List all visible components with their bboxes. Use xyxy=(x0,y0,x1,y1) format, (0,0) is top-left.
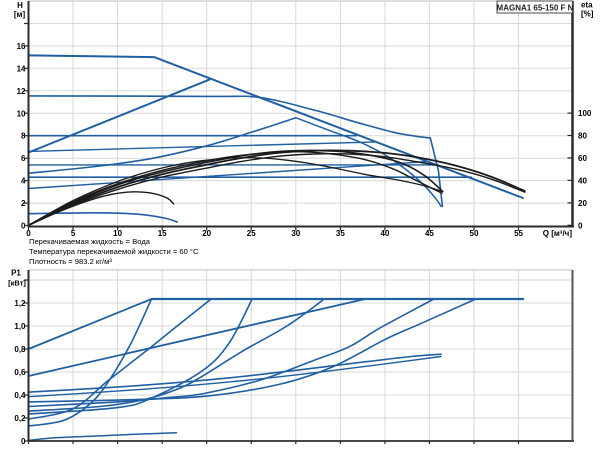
svg-text:55: 55 xyxy=(514,229,523,238)
svg-text:10: 10 xyxy=(113,229,122,238)
svg-text:16: 16 xyxy=(17,42,26,51)
svg-text:H: H xyxy=(17,1,23,10)
svg-text:14: 14 xyxy=(17,64,26,73)
svg-text:1,0: 1,0 xyxy=(14,322,26,331)
svg-text:0,6: 0,6 xyxy=(14,368,26,377)
svg-text:15: 15 xyxy=(158,229,167,238)
svg-text:20: 20 xyxy=(202,229,211,238)
svg-text:0: 0 xyxy=(26,229,31,238)
svg-text:[м]: [м] xyxy=(14,10,26,19)
svg-text:45: 45 xyxy=(425,229,434,238)
svg-text:10: 10 xyxy=(17,109,26,118)
svg-text:35: 35 xyxy=(336,229,345,238)
svg-text:Температура перекачиваемой жид: Температура перекачиваемой жидкости = 60… xyxy=(29,247,199,256)
svg-text:60: 60 xyxy=(578,154,587,163)
svg-text:Q [м³/ч]: Q [м³/ч] xyxy=(543,229,573,238)
svg-text:80: 80 xyxy=(578,132,587,141)
svg-text:0,4: 0,4 xyxy=(14,391,26,400)
svg-text:100: 100 xyxy=(578,109,592,118)
svg-text:[%]: [%] xyxy=(581,10,594,19)
svg-text:40: 40 xyxy=(578,176,587,185)
svg-text:0: 0 xyxy=(578,221,583,230)
svg-text:2: 2 xyxy=(21,199,26,208)
svg-text:4: 4 xyxy=(21,177,26,186)
svg-text:1,2: 1,2 xyxy=(14,299,26,308)
svg-text:0,8: 0,8 xyxy=(14,345,26,354)
svg-text:40: 40 xyxy=(380,229,389,238)
svg-text:12: 12 xyxy=(17,87,26,96)
svg-text:0: 0 xyxy=(21,437,26,446)
svg-text:6: 6 xyxy=(21,154,26,163)
svg-text:5: 5 xyxy=(71,229,76,238)
svg-text:MAGNA1 65-150 F N: MAGNA1 65-150 F N xyxy=(497,4,574,13)
svg-text:Плотность = 983.2 кг/м³: Плотность = 983.2 кг/м³ xyxy=(29,257,112,266)
svg-text:0,2: 0,2 xyxy=(14,414,26,423)
svg-text:50: 50 xyxy=(470,229,479,238)
svg-text:eta: eta xyxy=(581,1,593,10)
svg-text:0: 0 xyxy=(21,222,26,231)
svg-text:25: 25 xyxy=(247,229,256,238)
svg-text:[кВт]: [кВт] xyxy=(8,279,26,288)
svg-text:P1: P1 xyxy=(11,269,21,278)
svg-text:30: 30 xyxy=(291,229,300,238)
svg-text:Перекачиваемая жидкость = Вода: Перекачиваемая жидкость = Вода xyxy=(29,237,151,246)
svg-text:8: 8 xyxy=(21,132,26,141)
svg-text:20: 20 xyxy=(578,199,587,208)
